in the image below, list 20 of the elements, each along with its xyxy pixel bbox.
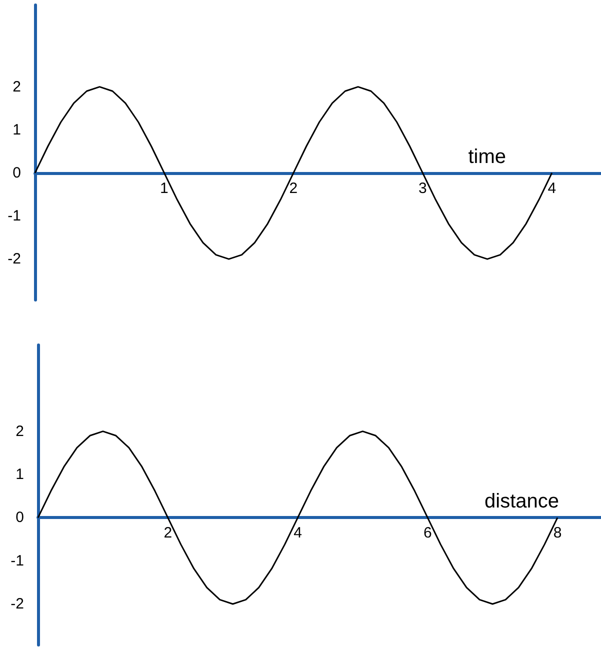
x-tick-label: 6: [423, 524, 432, 542]
y-tick-label: 2: [16, 422, 24, 440]
y-tick-label: -1: [10, 552, 24, 570]
x-tick-label: 2: [289, 180, 298, 197]
x-axis-title: time: [468, 146, 506, 168]
x-tick-label: 4: [294, 524, 302, 542]
y-tick-label: 1: [16, 466, 24, 483]
x-tick-label: 8: [553, 524, 562, 542]
y-tick-label: 0: [16, 509, 24, 526]
x-axis-title: distance: [484, 490, 559, 513]
x-tick-label: 1: [160, 180, 168, 197]
x-tick-label: 3: [418, 180, 427, 197]
x-tick-label: 4: [548, 180, 556, 197]
y-tick-label: -1: [8, 208, 21, 225]
y-tick-label: 1: [12, 121, 21, 138]
x-tick-label: 2: [164, 524, 172, 542]
y-tick-label: -2: [10, 595, 24, 612]
y-tick-label: 2: [12, 78, 21, 96]
y-tick-label: -2: [8, 250, 21, 268]
y-tick-label: 0: [12, 164, 21, 182]
